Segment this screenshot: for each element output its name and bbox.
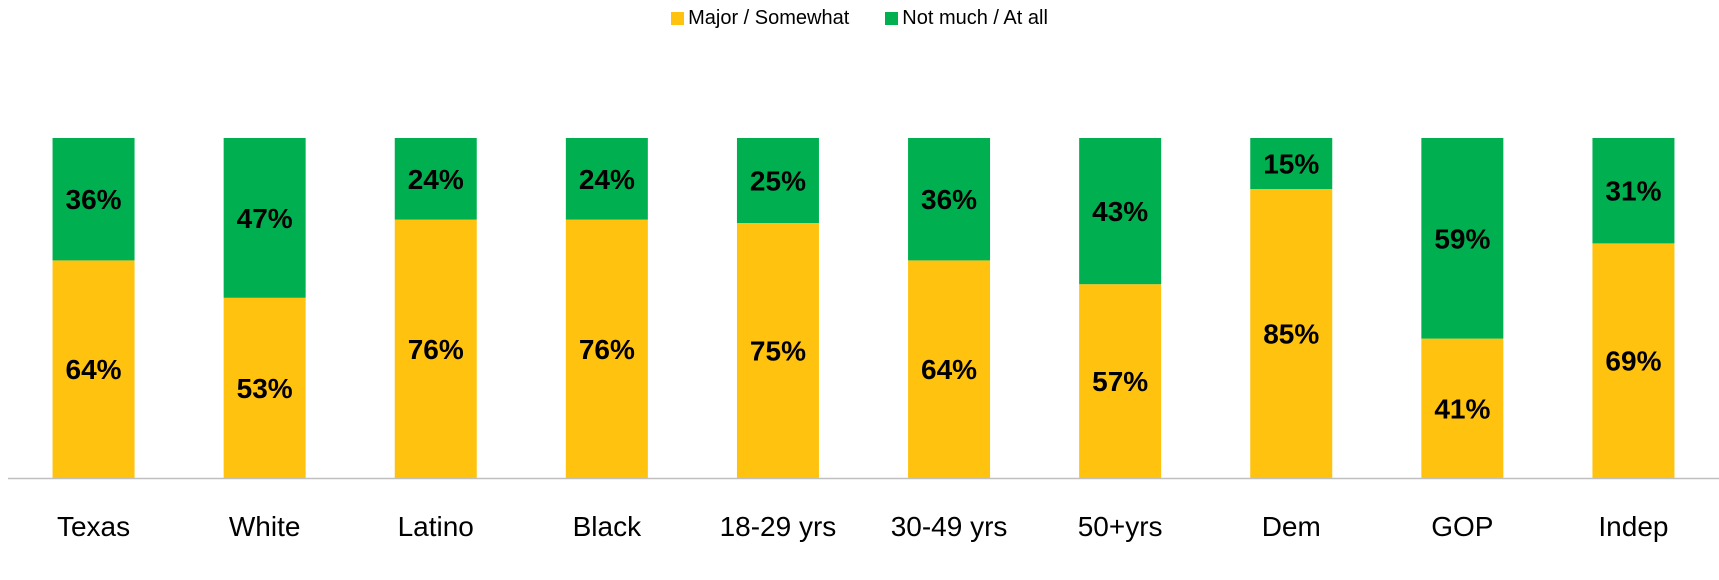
bar-30-49-yrs-not-much-at-all [908, 138, 991, 261]
x-tick-label-latino: Latino [398, 511, 474, 542]
x-tick-label-50-yrs: 50+yrs [1078, 511, 1163, 542]
bar-texas-major-somewhat [52, 260, 135, 478]
x-tick-label-dem: Dem [1262, 511, 1321, 542]
data-label-50-yrs-major-somewhat: 57% [1092, 366, 1148, 397]
data-label-white-major-somewhat: 53% [237, 373, 293, 404]
data-label-30-49-yrs-not-much-at-all: 36% [921, 184, 977, 215]
legend-item-major-somewhat: Major / Somewhat [671, 7, 849, 30]
bar-18-29-yrs-major-somewhat [736, 223, 819, 478]
bar-50-yrs-major-somewhat [1079, 284, 1162, 478]
bar-white-major-somewhat [223, 297, 306, 478]
data-label-dem-major-somewhat: 85% [1263, 319, 1319, 350]
x-tick-label-black: Black [573, 511, 642, 542]
bar-indep-not-much-at-all [1592, 138, 1675, 244]
data-label-gop-not-much-at-all: 59% [1434, 223, 1490, 254]
x-tick-label-white: White [229, 511, 301, 542]
data-label-dem-not-much-at-all: 15% [1263, 149, 1319, 180]
data-label-latino-major-somewhat: 76% [408, 334, 464, 365]
bar-30-49-yrs-major-somewhat [908, 260, 991, 478]
bar-gop-not-much-at-all [1421, 138, 1504, 339]
bar-gop-major-somewhat [1421, 338, 1504, 478]
data-label-18-29-yrs-major-somewhat: 75% [750, 336, 806, 367]
data-label-black-major-somewhat: 76% [579, 334, 635, 365]
legend-swatch-not-much-at-all [885, 11, 899, 25]
bar-indep-major-somewhat [1592, 243, 1675, 478]
bar-50-yrs-not-much-at-all [1079, 138, 1162, 285]
data-label-white-not-much-at-all: 47% [237, 203, 293, 234]
data-label-30-49-yrs-major-somewhat: 64% [921, 354, 977, 385]
bar-black-not-much-at-all [565, 138, 648, 220]
data-label-texas-major-somewhat: 64% [66, 354, 122, 385]
data-label-18-29-yrs-not-much-at-all: 25% [750, 166, 806, 197]
legend-swatch-major-somewhat [671, 11, 685, 25]
legend-label-major-somewhat: Major / Somewhat [688, 6, 850, 29]
legend-item-not-much-at-all: Not much / At all [885, 7, 1048, 30]
bar-dem-major-somewhat [1250, 189, 1333, 478]
x-tick-label-gop: GOP [1431, 511, 1493, 542]
x-tick-label-30-49-yrs: 30-49 yrs [891, 511, 1008, 542]
data-label-gop-major-somewhat: 41% [1434, 393, 1490, 424]
data-label-texas-not-much-at-all: 36% [66, 184, 122, 215]
data-label-indep-major-somewhat: 69% [1605, 346, 1661, 377]
bar-latino-not-much-at-all [394, 138, 477, 220]
x-tick-label-texas: Texas [57, 511, 130, 542]
x-tick-label-indep: Indep [1598, 511, 1668, 542]
bar-black-major-somewhat [565, 219, 648, 478]
data-label-indep-not-much-at-all: 31% [1605, 176, 1661, 207]
x-tick-label-18-29-yrs: 18-29 yrs [720, 511, 837, 542]
bar-texas-not-much-at-all [52, 138, 135, 261]
bar-dem-not-much-at-all [1250, 138, 1333, 189]
bar-white-not-much-at-all [223, 138, 306, 298]
data-label-black-not-much-at-all: 24% [579, 164, 635, 195]
chart-legend: Major / Somewhat Not much / At all [0, 4, 1719, 32]
bar-18-29-yrs-not-much-at-all [736, 138, 819, 223]
data-label-50-yrs-not-much-at-all: 43% [1092, 196, 1148, 227]
bar-latino-major-somewhat [394, 219, 477, 478]
data-label-latino-not-much-at-all: 24% [408, 164, 464, 195]
legend-label-not-much-at-all: Not much / At all [902, 6, 1048, 29]
